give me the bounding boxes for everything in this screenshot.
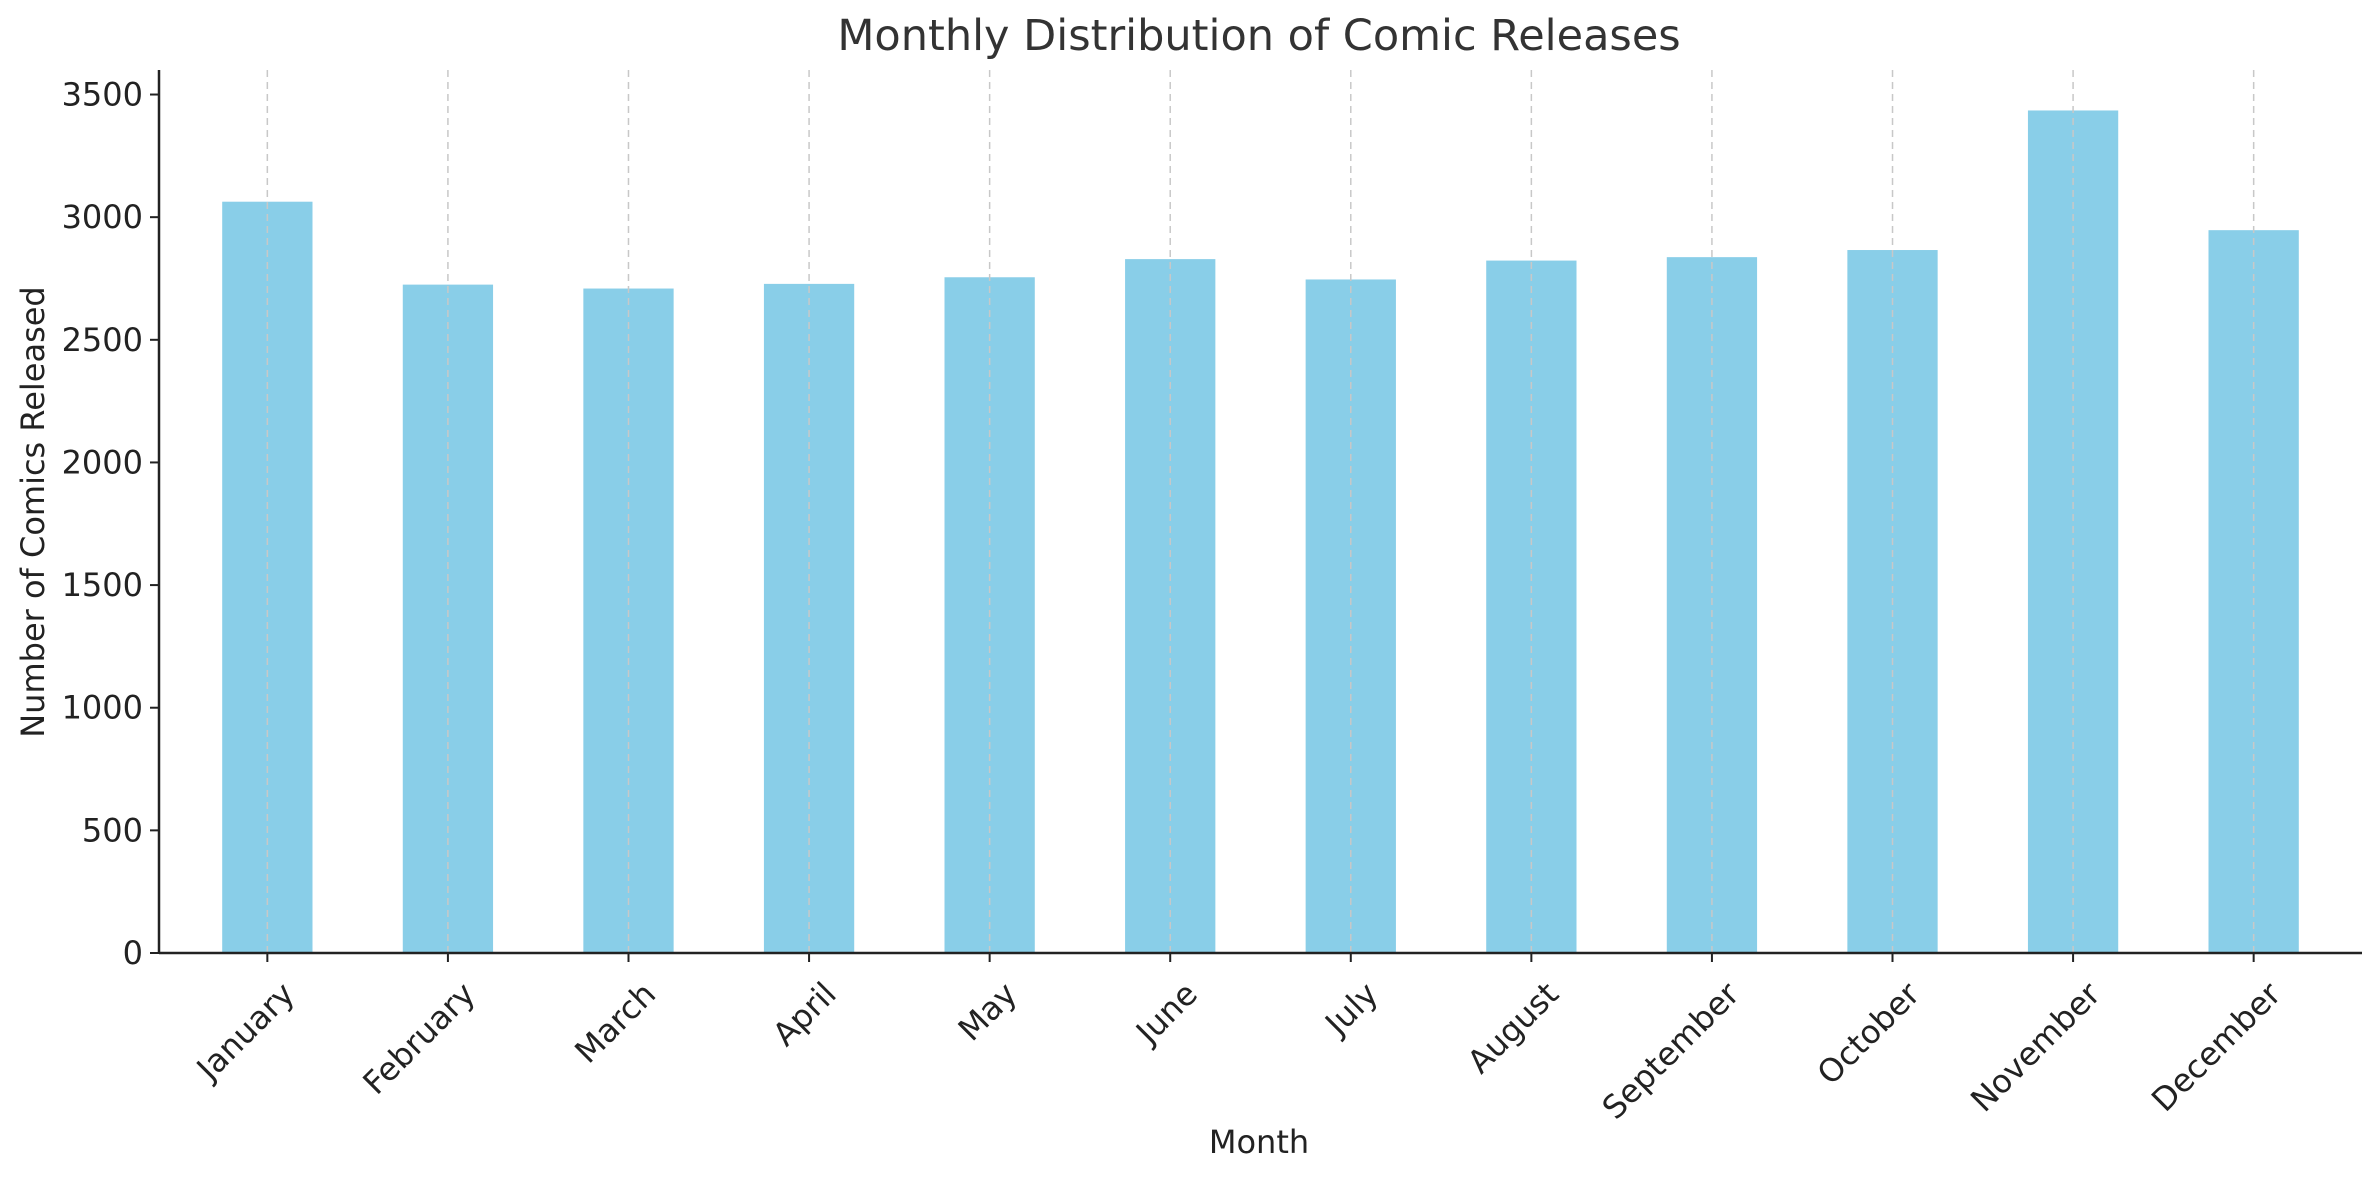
- x-tick-label: August: [1460, 975, 1566, 1081]
- y-tick-label: 2000: [62, 443, 143, 481]
- y-tick-label: 0: [123, 934, 143, 972]
- x-tick-label: November: [1963, 974, 2108, 1119]
- x-tick-label: October: [1810, 974, 1928, 1092]
- y-tick-label: 3000: [62, 198, 143, 236]
- x-tick-label: March: [567, 975, 663, 1071]
- x-tick-label: April: [765, 975, 844, 1054]
- axes-layer: [150, 70, 2362, 962]
- x-tick-label: September: [1595, 974, 1748, 1127]
- y-tick-label: 1000: [62, 689, 143, 727]
- x-tick-label: June: [1127, 975, 1205, 1053]
- grid-overlay-layer: [266, 70, 2255, 953]
- x-tick-label: December: [2144, 974, 2289, 1119]
- x-tick-label: January: [188, 975, 302, 1089]
- bars-layer: [222, 110, 2299, 954]
- y-tick-label: 1500: [62, 566, 143, 604]
- x-axis-label: Month: [1209, 1123, 1309, 1161]
- x-tick-label: May: [951, 975, 1025, 1049]
- y-axis-label: Number of Comics Released: [14, 286, 52, 738]
- x-tick-label: February: [355, 975, 482, 1102]
- chart-title: Monthly Distribution of Comic Releases: [837, 11, 1680, 61]
- y-tick-label: 2500: [62, 321, 143, 359]
- y-tick-label: 500: [82, 811, 143, 849]
- x-tick-label: July: [1316, 975, 1385, 1044]
- y-tick-label: 3500: [62, 76, 143, 114]
